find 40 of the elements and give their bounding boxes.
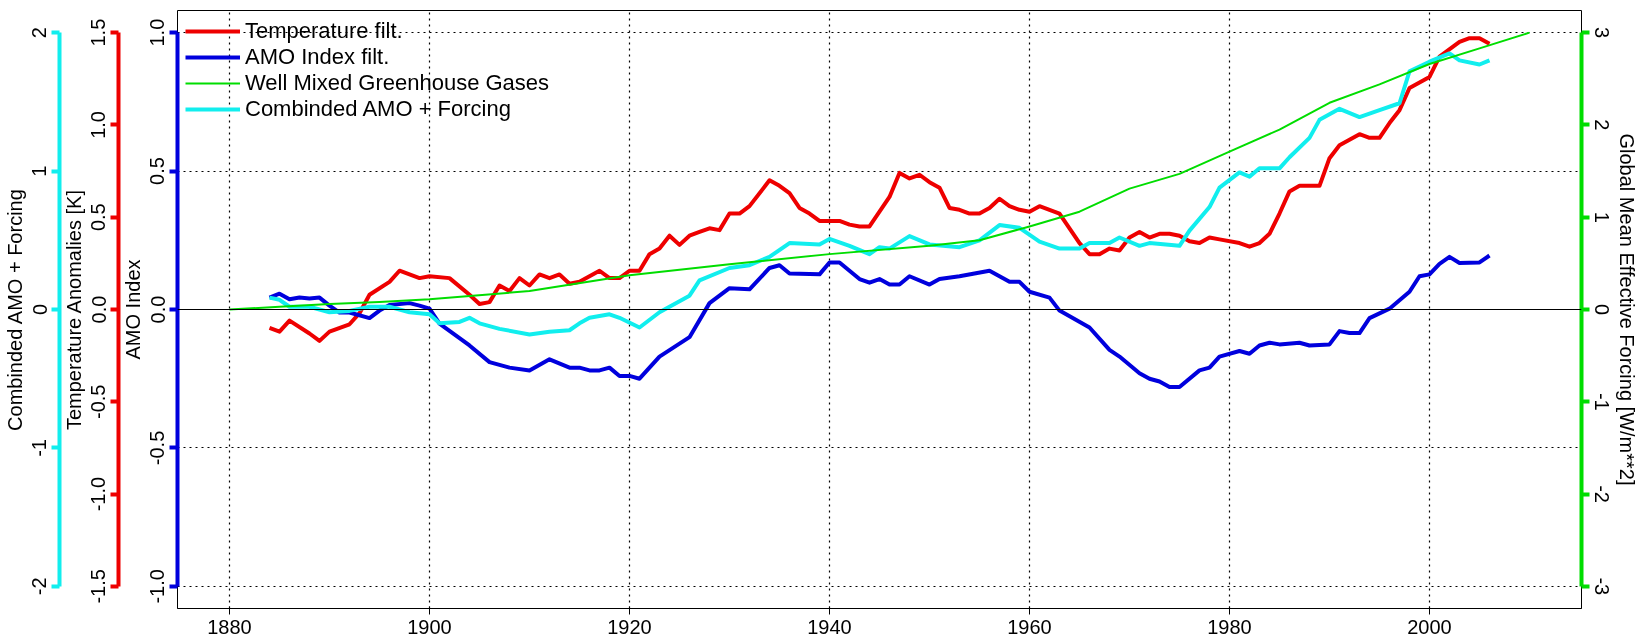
y-tick-label: -1.0 bbox=[146, 569, 169, 604]
y2-tick-label: 0 bbox=[1590, 303, 1613, 316]
x-tick-label: 2000 bbox=[1407, 615, 1452, 638]
y-tick-label: -0.5 bbox=[146, 430, 169, 466]
legend-label: Temperature filt. bbox=[245, 18, 403, 44]
legend-label: Combinded AMO + Forcing bbox=[245, 96, 511, 122]
x-tick-label: 1900 bbox=[407, 615, 452, 638]
y2-tick-label: -1 bbox=[1590, 392, 1613, 411]
legend-label: Well Mixed Greenhouse Gases bbox=[245, 70, 550, 96]
y2-axis-title: Global Mean Effective Forcing [W/m**2] bbox=[1615, 133, 1638, 486]
y-tick-label: -1 bbox=[28, 439, 51, 457]
x-tick-label: 1920 bbox=[607, 615, 652, 638]
y3-tick-label: 1.0 bbox=[87, 111, 110, 139]
y-axis-title: Combinded AMO + Forcing bbox=[3, 189, 26, 431]
line-series bbox=[267, 253, 1492, 390]
y-tick-label: 1 bbox=[28, 165, 51, 177]
y3-tick-label: 0.0 bbox=[87, 295, 110, 324]
y3-tick-label: -0.5 bbox=[87, 384, 110, 420]
y3-tick-label: -1.0 bbox=[87, 476, 110, 512]
y3-tick-label: 0.5 bbox=[87, 203, 110, 232]
x-tick-label: 1960 bbox=[1007, 615, 1052, 638]
y2-tick-label: 2 bbox=[1590, 119, 1613, 131]
x-tick-label: 1880 bbox=[207, 615, 252, 638]
y-tick-label: 0.5 bbox=[146, 157, 169, 185]
y-tick-label: 2 bbox=[28, 27, 51, 39]
y3-tick-label: 1.5 bbox=[87, 18, 110, 47]
y-tick-label: 0 bbox=[28, 303, 51, 316]
y2-tick-label: -2 bbox=[1590, 485, 1613, 503]
y2-tick-label: 3 bbox=[1590, 27, 1613, 39]
legend-label: AMO Index filt. bbox=[245, 44, 390, 70]
y-tick-label: 1.0 bbox=[146, 18, 169, 47]
y-tick-label: -2 bbox=[28, 577, 51, 596]
y2-tick-label: -3 bbox=[1590, 577, 1613, 596]
y3-tick-label: -1.5 bbox=[87, 569, 110, 604]
y-axis-title: AMO Index bbox=[121, 259, 144, 360]
x-tick-label: 1940 bbox=[807, 615, 852, 638]
x-tick-label: 1980 bbox=[1207, 615, 1252, 638]
y3-axis-title: Temperature Anomalies [K] bbox=[62, 189, 85, 431]
y-tick-label: 0.0 bbox=[146, 295, 169, 324]
y2-tick-label: 1 bbox=[1590, 211, 1613, 223]
